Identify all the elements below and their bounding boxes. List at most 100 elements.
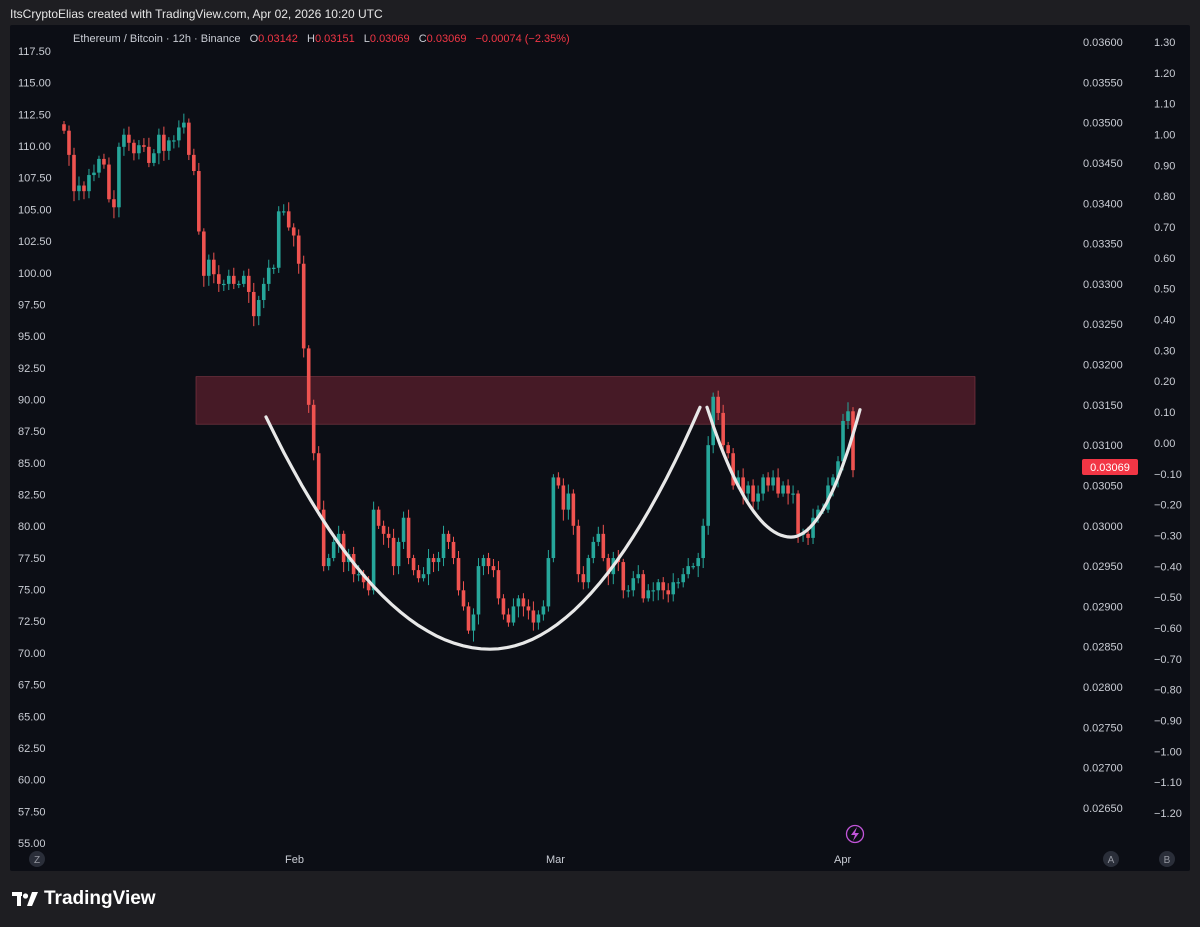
candle-body — [506, 614, 511, 623]
candle-body — [212, 259, 216, 275]
candle-body — [636, 574, 641, 579]
candle-body — [471, 614, 476, 631]
resistance-zone[interactable] — [195, 376, 976, 425]
candle-body — [511, 606, 516, 623]
candle-body — [401, 517, 406, 542]
candle-body — [217, 274, 221, 284]
candle-body — [456, 558, 461, 591]
close-value: 0.03069 — [426, 33, 467, 45]
right-axis-tick: −0.10 — [1154, 469, 1182, 481]
scale-button-b[interactable]: B — [1159, 851, 1175, 867]
left-axis-tick: 107.50 — [18, 173, 52, 185]
left-axis-tick: 82.50 — [18, 490, 46, 502]
cup-curve-right[interactable] — [705, 405, 862, 539]
price-axis-tick: 0.02700 — [1083, 763, 1123, 775]
candle-body — [256, 300, 261, 317]
left-axis-tick: 77.50 — [18, 553, 46, 565]
cup-curve-left[interactable] — [264, 405, 702, 651]
price-axis-tick: 0.02950 — [1083, 561, 1123, 573]
candle-body — [361, 574, 366, 583]
candle-body — [621, 562, 626, 591]
candle-body — [726, 445, 730, 454]
left-axis-tick: 85.00 — [18, 458, 46, 470]
right-axis-tick: −0.50 — [1154, 592, 1182, 604]
chart-panel[interactable]: 117.50 115.00 112.50 110.00 107.50 105.00 102.… — [10, 25, 1190, 871]
price-axis-tick: 0.03500 — [1083, 118, 1123, 130]
tradingview-logo-icon — [12, 892, 38, 906]
candle-body — [276, 211, 281, 268]
candle-body — [132, 142, 136, 154]
candle-body — [221, 283, 226, 286]
chart-canvas[interactable]: 117.50 115.00 112.50 110.00 107.50 105.00 102.… — [10, 25, 1190, 871]
lightning-icon[interactable] — [845, 824, 865, 844]
price-axis-tick: 0.03550 — [1083, 77, 1123, 89]
candle-body — [586, 558, 591, 583]
left-axis-tick: 97.50 — [18, 299, 46, 311]
left-axis-tick: 117.50 — [18, 46, 51, 58]
candle-body — [306, 348, 311, 405]
candle-body — [291, 227, 296, 236]
candle-body — [311, 404, 316, 454]
candle-body — [261, 283, 266, 301]
candle-body — [836, 461, 840, 478]
low-label: L — [363, 33, 370, 45]
candle-body — [157, 134, 161, 154]
right-axis-tick: −0.40 — [1154, 561, 1182, 573]
candle-body — [461, 590, 466, 607]
candle-body — [656, 582, 661, 591]
candle-body — [142, 145, 146, 147]
symbol-label[interactable]: Ethereum / Bitcoin · 12h · Binance — [73, 33, 241, 45]
candle-body — [172, 140, 176, 142]
time-axis[interactable]: Feb Mar Apr — [285, 854, 851, 866]
scale-z-label: Z — [34, 855, 40, 866]
price-axis-tick: 0.02650 — [1083, 803, 1123, 815]
scale-button-z[interactable]: Z — [29, 851, 45, 867]
right-axis-tick: −0.60 — [1154, 623, 1182, 635]
right-axis[interactable]: 1.30 1.20 1.10 1.00 0.90 0.80 0.70 0.60 0.50 0.40… — [1154, 37, 1182, 820]
candle-body — [796, 493, 800, 534]
right-axis-tick: 0.40 — [1154, 315, 1175, 327]
candle-body — [501, 598, 506, 615]
price-axis-tick: 0.03100 — [1083, 440, 1123, 452]
candle-body — [481, 558, 486, 567]
candle-body — [591, 541, 596, 559]
candle-body — [386, 533, 391, 538]
candle-body — [316, 453, 321, 510]
right-axis-tick: −0.90 — [1154, 715, 1182, 727]
left-axis-tick: 57.50 — [18, 806, 46, 818]
candle-body — [356, 574, 361, 576]
candle-body — [167, 140, 171, 151]
left-axis-tick: 87.50 — [18, 426, 46, 438]
candle-body — [756, 493, 760, 502]
brand[interactable]: TradingView — [12, 888, 156, 910]
left-axis[interactable]: 117.50 115.00 112.50 110.00 107.50 105.00 102.… — [18, 46, 52, 850]
candle-body — [731, 453, 735, 486]
candle-body — [626, 590, 631, 592]
candle-body — [541, 606, 546, 615]
right-axis-tick: 1.10 — [1154, 99, 1175, 111]
scale-button-a[interactable]: A — [1103, 851, 1119, 867]
open-value: 0.03142 — [258, 33, 298, 45]
candle-body — [236, 283, 241, 286]
candle-body — [187, 122, 191, 155]
candle-body — [551, 477, 556, 559]
candle-body — [87, 175, 91, 192]
candle-body — [781, 485, 785, 494]
candle-body — [571, 493, 576, 526]
price-axis[interactable]: 0.03600 0.03550 0.03500 0.03450 0.03400 0.033… — [1083, 37, 1123, 815]
candle-body — [521, 598, 526, 607]
right-axis-tick: 0.80 — [1154, 191, 1175, 203]
candle-body — [666, 590, 671, 595]
left-axis-tick: 65.00 — [18, 711, 46, 723]
candle-body — [451, 541, 456, 559]
candle-body — [831, 477, 835, 486]
candle-body — [396, 541, 401, 567]
candle-body — [226, 275, 231, 284]
price-axis-tick: 0.03450 — [1083, 158, 1123, 170]
candle-body — [566, 493, 571, 510]
candle-body — [631, 578, 636, 591]
candle-body — [696, 558, 700, 567]
candle-body — [376, 509, 381, 526]
candle-body — [112, 199, 116, 208]
candle-body — [72, 154, 76, 192]
